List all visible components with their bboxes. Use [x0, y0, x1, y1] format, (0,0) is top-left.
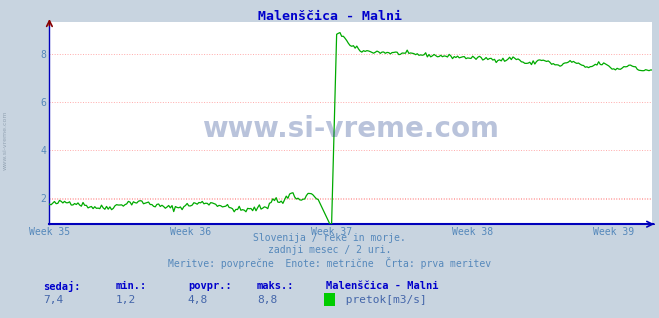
Text: Malenščica - Malni: Malenščica - Malni: [258, 10, 401, 23]
Text: povpr.:: povpr.:: [188, 281, 231, 291]
Text: min.:: min.:: [115, 281, 146, 291]
Text: 7,4: 7,4: [43, 295, 63, 305]
Text: pretok[m3/s]: pretok[m3/s]: [339, 295, 427, 305]
Text: sedaj:: sedaj:: [43, 281, 80, 293]
Text: Slovenija / reke in morje.: Slovenija / reke in morje.: [253, 233, 406, 243]
Text: www.si-vreme.com: www.si-vreme.com: [3, 110, 8, 170]
Text: Meritve: povprečne  Enote: metrične  Črta: prva meritev: Meritve: povprečne Enote: metrične Črta:…: [168, 257, 491, 269]
Text: zadnji mesec / 2 uri.: zadnji mesec / 2 uri.: [268, 245, 391, 255]
Text: 1,2: 1,2: [115, 295, 136, 305]
Text: maks.:: maks.:: [257, 281, 295, 291]
Text: 4,8: 4,8: [188, 295, 208, 305]
Text: 8,8: 8,8: [257, 295, 277, 305]
Text: Malenščica - Malni: Malenščica - Malni: [326, 281, 439, 291]
Text: www.si-vreme.com: www.si-vreme.com: [202, 115, 500, 143]
